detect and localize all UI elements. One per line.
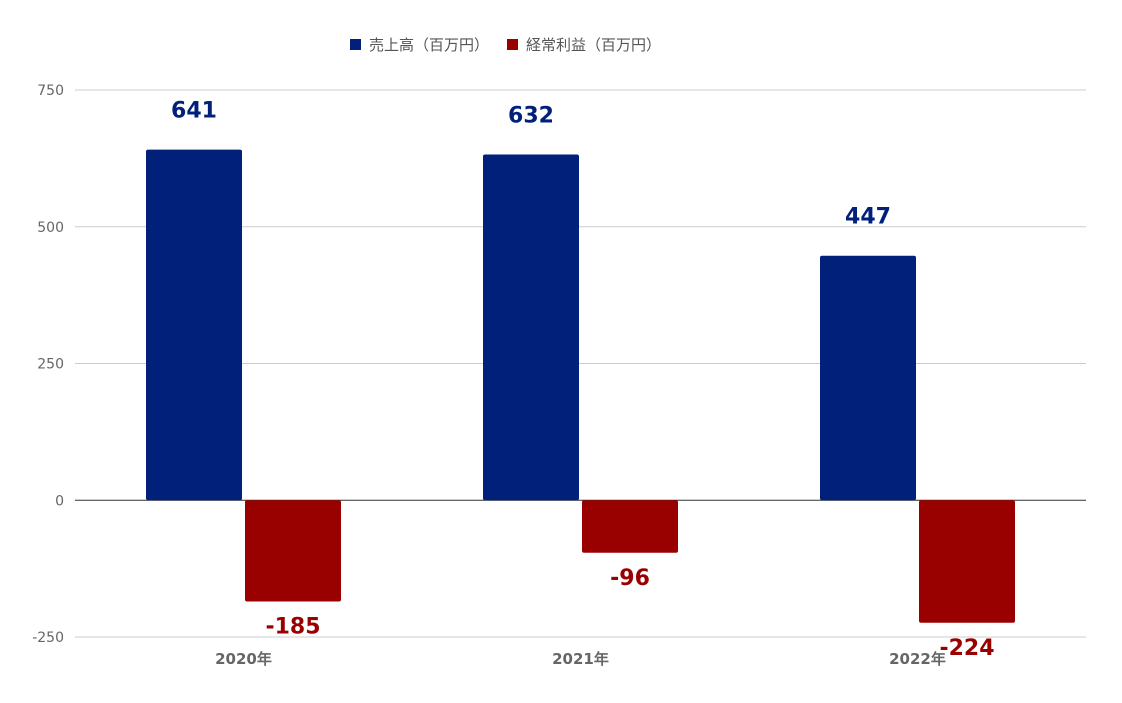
- chart-legend: 売上高（百万円） 経常利益（百万円）: [350, 34, 661, 55]
- data-label-sales: 641: [171, 99, 217, 124]
- data-label-sales: 632: [508, 104, 554, 129]
- bar-sales: [820, 255, 916, 501]
- legend-swatch-ordinary-profit: [507, 39, 519, 50]
- y-tick-label: 750: [37, 83, 64, 99]
- y-tick-label: 0: [55, 493, 64, 509]
- x-tick-label: 2020年: [215, 650, 272, 668]
- x-tick-label: 2021年: [552, 650, 609, 668]
- legend-swatch-sales: [350, 39, 361, 50]
- data-label-ordinary-profit: -185: [265, 614, 320, 639]
- y-tick-label: -250: [32, 630, 64, 646]
- bar-ordinary-profit: [582, 500, 678, 553]
- data-label-ordinary-profit: -96: [610, 566, 650, 591]
- bar-ordinary-profit: [245, 500, 341, 602]
- bar-sales: [146, 149, 242, 501]
- legend-item-ordinary-profit: 経常利益（百万円）: [507, 34, 661, 55]
- x-tick-label: 2022年: [889, 650, 946, 668]
- legend-label-sales: 売上高（百万円）: [369, 36, 490, 54]
- bar-sales: [483, 154, 579, 501]
- legend-label-ordinary-profit: 経常利益（百万円）: [526, 36, 662, 54]
- bar-ordinary-profit: [919, 500, 1015, 623]
- y-tick-label: 500: [37, 220, 64, 236]
- data-label-ordinary-profit: -224: [939, 636, 994, 661]
- legend-item-sales: 売上高（百万円）: [350, 34, 489, 55]
- y-tick-label: 250: [37, 357, 64, 373]
- data-label-sales: 447: [845, 205, 891, 230]
